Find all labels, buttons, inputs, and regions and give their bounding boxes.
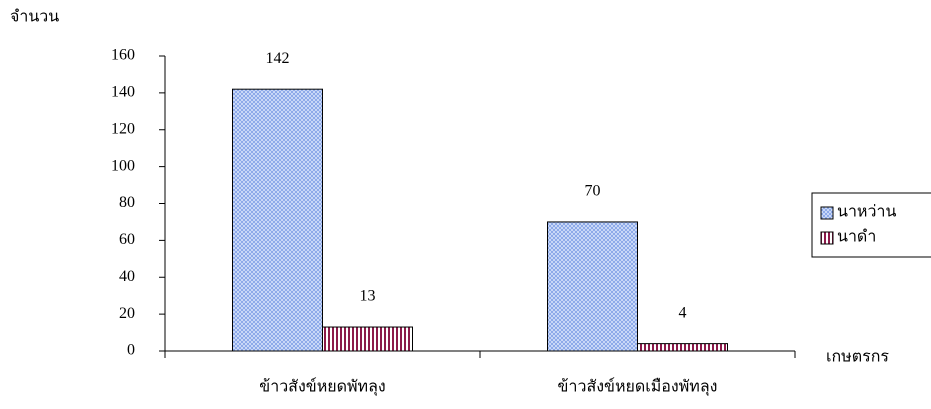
legend-swatch [821,232,833,244]
legend-swatch [821,207,833,219]
y-tick-label: 100 [111,157,135,174]
y-tick-label: 80 [119,194,135,211]
y-tick-label: 120 [111,120,135,137]
legend-label: นาหว่าน [837,204,896,221]
y-tick-label: 140 [111,84,135,101]
bar [233,89,323,351]
bar [323,327,413,351]
x-tick-label: ข้าวสังข์หยดเมืองพัทลุง [558,377,718,397]
legend-label: นาดำ [837,229,876,246]
y-tick-label: 60 [119,231,135,248]
y-tick-label: 20 [119,305,135,322]
bar [548,222,638,351]
x-axis-label: เกษตรกร [826,349,889,366]
chart: จำนวน เกษตรกร 0 20 40 60 80 100 120 140 160 ข้าวส… [0,0,931,409]
data-label: 13 [360,288,376,305]
bar [638,344,728,351]
data-label: 4 [679,304,687,321]
data-label: 70 [585,183,601,200]
y-tick-label: 160 [111,47,135,64]
y-axis-label: จำนวน [10,9,59,26]
data-label: 142 [266,50,290,67]
y-tick-label: 40 [119,268,135,285]
y-tick-label: 0 [127,342,135,359]
legend [812,193,931,257]
x-tick-label: ข้าวสังข์หยดพัทลุง [259,377,385,397]
